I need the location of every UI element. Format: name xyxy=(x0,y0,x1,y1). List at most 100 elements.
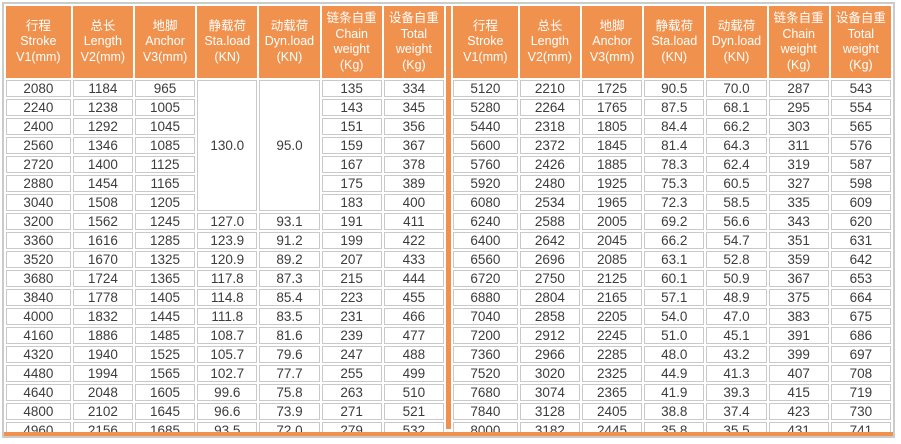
cell-total-weight: 521 xyxy=(383,403,444,420)
column-header-chain-weight-line-1: Chain xyxy=(335,26,368,41)
cell-static-load: 75.3 xyxy=(644,175,705,192)
cell-chain-weight: 415 xyxy=(768,384,829,401)
cell-length: 1616 xyxy=(72,232,133,249)
cell-stroke: 4640 xyxy=(6,384,71,401)
cell-length: 1292 xyxy=(72,118,133,135)
column-header-dynamic-load: 动载荷 Dyn.load (KN) xyxy=(706,6,767,78)
table-row: 4320 1940 1525 105.7 79.6 247 488 xyxy=(6,346,444,363)
cell-total-weight: 609 xyxy=(830,194,891,211)
cell-stroke: 7520 xyxy=(453,365,518,382)
cell-length: 1724 xyxy=(72,270,133,287)
column-header-dynamic-load-line-1: Dyn.load xyxy=(264,34,315,49)
column-header-static-load: 静载荷 Sta.load (KN) xyxy=(644,6,705,78)
cell-stroke: 2880 xyxy=(6,175,71,192)
cell-static-load: 120.9 xyxy=(197,251,258,268)
merged-cell-dynamic-load: 95.0 xyxy=(259,80,320,211)
cell-anchor: 1365 xyxy=(134,270,196,287)
cell-anchor: 1325 xyxy=(134,251,196,268)
cell-length: 2912 xyxy=(519,327,580,344)
half-divider-bar xyxy=(446,6,451,429)
cell-total-weight: 620 xyxy=(830,213,891,230)
cell-length: 2048 xyxy=(72,384,133,401)
column-header-dynamic-load-line-2: (KN) xyxy=(276,49,303,64)
cell-stroke: 2720 xyxy=(6,156,71,173)
column-header-static-load-line-1: Sta.load xyxy=(651,34,698,49)
header-row: 行程 Stroke V1(mm) 总长 Length V2(mm) 地脚 Anchor V3(m… xyxy=(453,6,891,78)
cell-stroke: 7680 xyxy=(453,384,518,401)
cell-static-load: 108.7 xyxy=(197,327,258,344)
column-header-length-line-1: Length xyxy=(530,34,569,49)
cell-length: 2804 xyxy=(519,289,580,306)
column-header-static-load: 静载荷 Sta.load (KN) xyxy=(197,6,258,78)
cell-stroke: 4000 xyxy=(6,308,71,325)
cell-chain-weight: 151 xyxy=(321,118,382,135)
table-row: 2080 1184 965 130.0 95.0 135 334 xyxy=(6,80,444,211)
cell-chain-weight: 215 xyxy=(321,270,382,287)
cell-stroke: 6400 xyxy=(453,232,518,249)
cell-anchor: 1525 xyxy=(134,346,196,363)
cell-anchor: 965 xyxy=(134,80,196,97)
column-header-length-line-2: V2(mm) xyxy=(527,49,573,64)
cell-length: 2588 xyxy=(519,213,580,230)
cell-chain-weight: 423 xyxy=(768,403,829,420)
cell-static-load: 69.2 xyxy=(644,213,705,230)
cell-anchor: 1405 xyxy=(134,289,196,306)
cell-static-load: 111.8 xyxy=(197,308,258,325)
column-header-anchor-line-1: Anchor xyxy=(592,34,632,49)
cell-chain-weight: 359 xyxy=(768,251,829,268)
cell-total-weight: 444 xyxy=(383,270,444,287)
cell-static-load: 90.5 xyxy=(644,80,705,97)
table-row: 5920 2480 1925 75.3 60.5 327 598 xyxy=(453,175,891,192)
cell-stroke: 2400 xyxy=(6,118,71,135)
column-header-total-weight-line-3: (Kg) xyxy=(402,57,426,72)
column-header-stroke-line-0: 行程 xyxy=(472,18,498,33)
cell-chain-weight: 391 xyxy=(768,327,829,344)
cell-anchor: 2005 xyxy=(581,213,643,230)
cell-chain-weight: 383 xyxy=(768,308,829,325)
table-row: 7520 3020 2325 44.9 41.3 407 708 xyxy=(453,365,891,382)
cell-chain-weight: 343 xyxy=(768,213,829,230)
table-row: 7040 2858 2205 54.0 47.0 383 675 xyxy=(453,308,891,325)
cell-dynamic-load: 45.1 xyxy=(706,327,767,344)
cell-anchor: 1765 xyxy=(581,99,643,116)
cell-stroke: 5600 xyxy=(453,137,518,154)
cell-static-load: 78.3 xyxy=(644,156,705,173)
cell-anchor: 2405 xyxy=(581,403,643,420)
column-header-stroke: 行程 Stroke V1(mm) xyxy=(6,6,71,78)
cell-stroke: 2560 xyxy=(6,137,71,154)
cell-dynamic-load: 77.7 xyxy=(259,365,320,382)
cell-total-weight: 433 xyxy=(383,251,444,268)
cell-dynamic-load: 93.1 xyxy=(259,213,320,230)
cell-dynamic-load: 70.0 xyxy=(706,80,767,97)
cell-static-load: 63.1 xyxy=(644,251,705,268)
cell-total-weight: 378 xyxy=(383,156,444,173)
cell-chain-weight: 255 xyxy=(321,365,382,382)
table-row: 6400 2642 2045 66.2 54.7 351 631 xyxy=(453,232,891,249)
column-header-total-weight-line-1: Total xyxy=(400,26,428,41)
column-header-dynamic-load-line-0: 动载荷 xyxy=(270,18,309,33)
table-row: 4000 1832 1445 111.8 83.5 231 466 xyxy=(6,308,444,325)
cell-dynamic-load: 47.0 xyxy=(706,308,767,325)
cell-static-load: 87.5 xyxy=(644,99,705,116)
cell-dynamic-load: 68.1 xyxy=(706,99,767,116)
column-header-total-weight: 设备自重 Total weight (Kg) xyxy=(830,6,891,78)
cell-dynamic-load: 75.8 xyxy=(259,384,320,401)
cell-total-weight: 708 xyxy=(830,365,891,382)
cell-anchor: 1925 xyxy=(581,175,643,192)
cell-total-weight: 477 xyxy=(383,327,444,344)
cell-total-weight: 400 xyxy=(383,194,444,211)
cell-anchor: 1445 xyxy=(134,308,196,325)
cell-chain-weight: 143 xyxy=(321,99,382,116)
cell-total-weight: 576 xyxy=(830,137,891,154)
column-header-dynamic-load: 动载荷 Dyn.load (KN) xyxy=(259,6,320,78)
column-header-anchor-line-2: V3(mm) xyxy=(142,49,188,64)
cell-total-weight: 653 xyxy=(830,270,891,287)
cell-total-weight: 367 xyxy=(383,137,444,154)
cell-total-weight: 598 xyxy=(830,175,891,192)
cell-dynamic-load: 64.3 xyxy=(706,137,767,154)
cell-stroke: 3200 xyxy=(6,213,71,230)
cell-chain-weight: 335 xyxy=(768,194,829,211)
table-row: 6560 2696 2085 63.1 52.8 359 642 xyxy=(453,251,891,268)
cell-length: 3020 xyxy=(519,365,580,382)
column-header-static-load-line-2: (KN) xyxy=(214,49,241,64)
